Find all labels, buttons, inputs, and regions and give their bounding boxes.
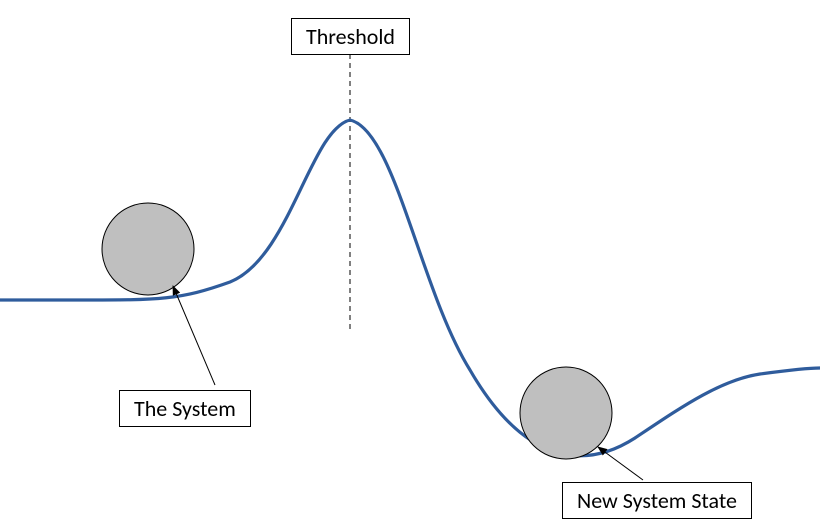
system-ball [102, 203, 194, 295]
system-label: The System [119, 390, 251, 427]
new-state-arrow [598, 447, 643, 480]
new-state-label: New System State [562, 482, 752, 519]
new-state-ball [520, 367, 612, 459]
threshold-label: Threshold [291, 18, 410, 55]
diagram-canvas [0, 0, 820, 529]
system-arrow [173, 286, 215, 385]
